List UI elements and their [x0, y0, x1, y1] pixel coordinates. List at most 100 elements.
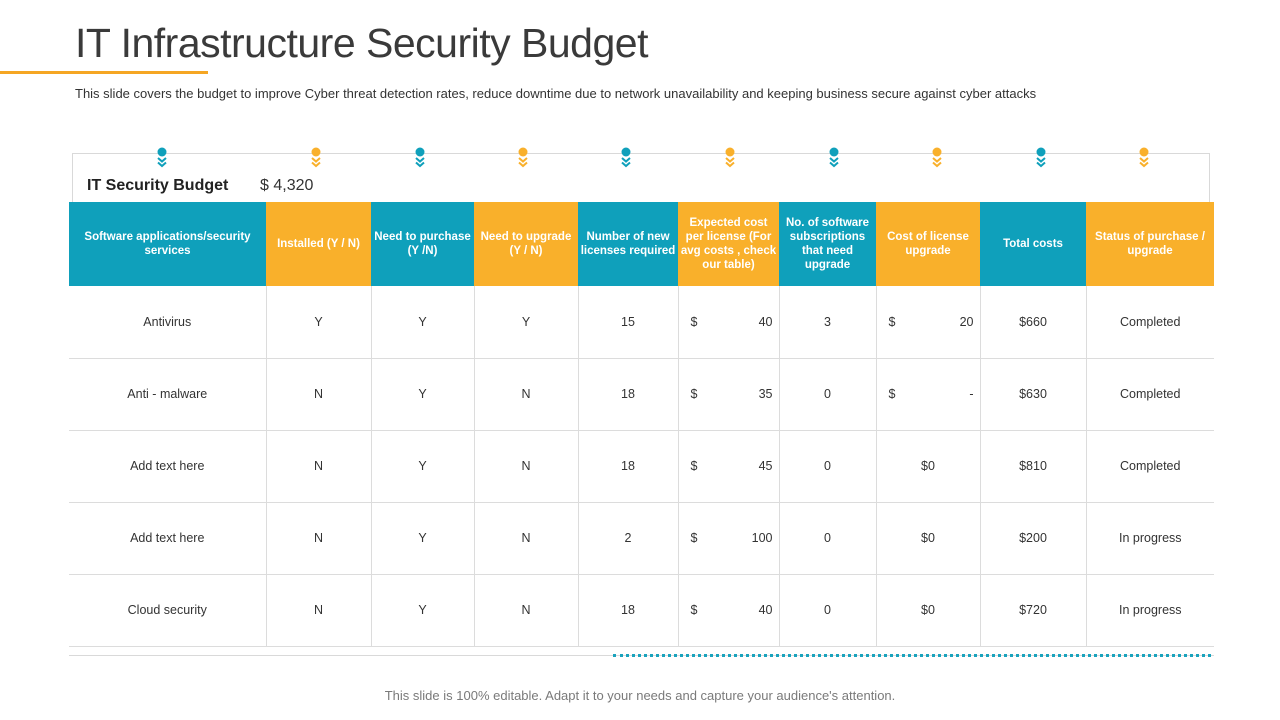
license-upgrade-cost-cell: $0 — [876, 502, 981, 575]
service-name-cell: Anti - malware — [69, 358, 267, 431]
purchase-cell: Y — [371, 430, 475, 503]
page-subtitle: This slide covers the budget to improve … — [75, 86, 1037, 101]
total-cost-cell: $660 — [980, 286, 1087, 359]
column-marker-icon — [829, 147, 839, 168]
currency-value: 35 — [758, 387, 773, 401]
total-cost-cell: $630 — [980, 358, 1087, 431]
total-cost-cell: $810 — [980, 430, 1087, 503]
table-row: Antivirus Y Y Y 15 $40 3 $20 $660 Completed — [69, 286, 1214, 359]
cost-per-license-cell: $40 — [678, 574, 780, 647]
licenses-cell: 2 — [578, 502, 679, 575]
subscriptions-cell: 3 — [779, 286, 877, 359]
installed-cell: N — [266, 502, 372, 575]
installed-cell: N — [266, 430, 372, 503]
currency-value: 20 — [959, 314, 974, 329]
column-header: Need to upgrade (Y / N) — [474, 202, 578, 286]
status-cell: Completed — [1086, 358, 1214, 431]
subscriptions-cell: 0 — [779, 358, 877, 431]
installed-cell: Y — [266, 286, 372, 359]
table-body: Antivirus Y Y Y 15 $40 3 $20 $660 Completed Anti -… — [69, 286, 1214, 647]
column-marker-icon — [415, 147, 425, 168]
column-header: Cost of license upgrade — [876, 202, 980, 286]
budget-table: Software applications/security services I… — [69, 202, 1214, 647]
column-marker-icon — [157, 147, 167, 168]
upgrade-cell: N — [474, 502, 579, 575]
column-header: Need to purchase (Y /N) — [371, 202, 474, 286]
currency-value: - — [969, 387, 974, 401]
currency-symbol: $ — [690, 603, 698, 617]
currency-value: 100 — [751, 531, 773, 545]
service-name-cell: Add text here — [69, 430, 267, 503]
column-header: Total costs — [980, 202, 1086, 286]
table-row: Cloud security N Y N 18 $40 0 $0 $720 In progress — [69, 574, 1214, 647]
budget-label: IT Security Budget — [87, 177, 229, 194]
column-marker-icon — [621, 147, 631, 168]
column-marker-icon — [725, 147, 735, 168]
page-title: IT Infrastructure Security Budget — [75, 20, 648, 66]
purchase-cell: Y — [371, 358, 475, 431]
budget-value: $ 4,320 — [260, 177, 314, 194]
subscriptions-cell: 0 — [779, 502, 877, 575]
license-upgrade-cost-cell: $0 — [876, 430, 981, 503]
purchase-cell: Y — [371, 574, 475, 647]
currency-symbol: $ — [888, 387, 896, 401]
column-marker-icon — [518, 147, 528, 168]
upgrade-cell: N — [474, 358, 579, 431]
cost-per-license-cell: $100 — [678, 502, 780, 575]
currency-symbol: $ — [888, 314, 896, 329]
currency-symbol: $ — [690, 459, 698, 473]
upgrade-cell: N — [474, 430, 579, 503]
licenses-cell: 18 — [578, 358, 679, 431]
currency-symbol: $ — [690, 314, 698, 329]
installed-cell: N — [266, 574, 372, 647]
column-header: No. of software subscriptions that need … — [779, 202, 876, 286]
column-marker-icon — [932, 147, 942, 168]
licenses-cell: 18 — [578, 430, 679, 503]
license-upgrade-cost-cell: $ - — [876, 358, 981, 431]
status-cell: In progress — [1086, 574, 1214, 647]
table-row: Anti - malware N Y N 18 $35 0 $ - $630 Completed — [69, 358, 1214, 431]
currency-symbol: $ — [690, 387, 698, 401]
status-cell: In progress — [1086, 502, 1214, 575]
license-upgrade-cost-cell: $0 — [876, 574, 981, 647]
licenses-cell: 15 — [578, 286, 679, 359]
column-header: Status of purchase / upgrade — [1086, 202, 1214, 286]
service-name-cell: Cloud security — [69, 574, 267, 647]
currency-value: 45 — [758, 459, 773, 473]
subscriptions-cell: 0 — [779, 430, 877, 503]
column-marker-icon — [1139, 147, 1149, 168]
upgrade-cell: Y — [474, 286, 579, 359]
column-markers — [0, 146, 1280, 170]
purchase-cell: Y — [371, 502, 475, 575]
table-row: Add text here N Y N 2 $100 0 $0 $200 In progress — [69, 502, 1214, 575]
licenses-cell: 18 — [578, 574, 679, 647]
license-upgrade-cost-cell: $20 — [876, 286, 981, 359]
title-accent-line — [0, 71, 208, 74]
currency-symbol: $ — [690, 531, 698, 545]
currency-value: 40 — [758, 314, 773, 329]
column-header: Software applications/security services — [69, 202, 266, 286]
purchase-cell: Y — [371, 286, 475, 359]
installed-cell: N — [266, 358, 372, 431]
status-cell: Completed — [1086, 286, 1214, 359]
table-row: Add text here N Y N 18 $45 0 $0 $810 Completed — [69, 430, 1214, 503]
column-header: Installed (Y / N) — [266, 202, 371, 286]
upgrade-cell: N — [474, 574, 579, 647]
currency-value: 40 — [758, 603, 773, 617]
cost-per-license-cell: $35 — [678, 358, 780, 431]
table-header-row: Software applications/security services I… — [69, 202, 1214, 286]
total-cost-cell: $200 — [980, 502, 1087, 575]
service-name-cell: Antivirus — [69, 286, 267, 359]
column-header: Number of new licenses required — [578, 202, 678, 286]
status-cell: Completed — [1086, 430, 1214, 503]
column-header: Expected cost per license (For avg costs… — [678, 202, 779, 286]
column-marker-icon — [1036, 147, 1046, 168]
cost-per-license-cell: $40 — [678, 286, 780, 359]
subscriptions-cell: 0 — [779, 574, 877, 647]
column-marker-icon — [311, 147, 321, 168]
cost-per-license-cell: $45 — [678, 430, 780, 503]
service-name-cell: Add text here — [69, 502, 267, 575]
footer-note: This slide is 100% editable. Adapt it to… — [384, 688, 896, 703]
total-cost-cell: $720 — [980, 574, 1087, 647]
dotted-accent-line — [613, 654, 1211, 657]
